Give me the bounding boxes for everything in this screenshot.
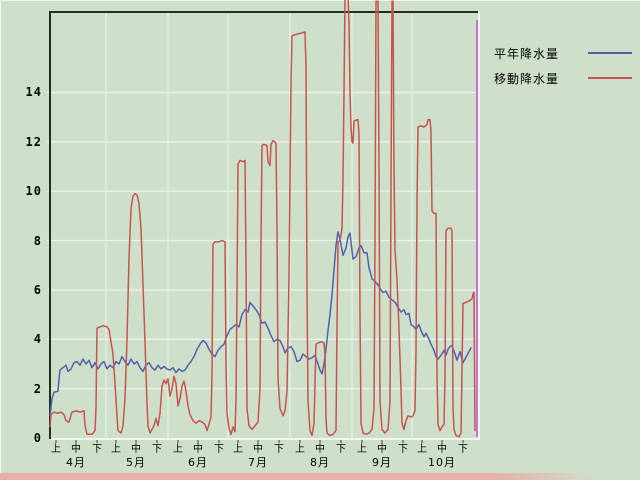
x-period-label: 中 [253,444,263,455]
x-period-label: 上 [295,444,305,455]
x-period-label: 下 [398,444,408,455]
x-period-label: 中 [131,444,141,455]
window-top-highlight [0,0,640,1]
y-tick-label: 12 [25,135,42,149]
bottom-strip [0,473,600,480]
x-period-label: 下 [92,444,102,455]
x-period-label: 下 [274,444,284,455]
legend-item-moving-precipitation: 移動降水量 [494,67,640,92]
y-tick-label: 8 [33,234,42,248]
legend-line-red [588,77,632,79]
series-line-moving [49,0,476,438]
x-month-label: 8月 [310,456,330,469]
legend-label-moving-precipitation: 移動降水量 [494,72,560,86]
x-month-label: 4月 [66,456,86,469]
y-tick-label: 2 [33,382,42,396]
x-period-label: 上 [357,444,367,455]
plot-border-dark [49,11,478,439]
window-left-highlight [0,0,1,480]
x-period-label: 中 [315,444,325,455]
x-month-label: 5月 [126,456,146,469]
x-period-label: 下 [152,444,162,455]
x-period-label: 下 [458,444,468,455]
y-tick-label: 6 [33,283,42,297]
y-tick-label: 14 [25,85,42,99]
x-period-label: 上 [111,444,121,455]
x-period-label: 中 [377,444,387,455]
x-month-label: 9月 [372,456,392,469]
plot-border-light [50,12,480,440]
y-tick-label: 10 [25,184,42,198]
legend-line-blue [588,52,632,54]
x-period-label: 上 [417,444,427,455]
x-period-label: 中 [193,444,203,455]
legend: 平年降水量 移動降水量 [494,42,640,92]
x-period-label: 下 [214,444,224,455]
x-period-label: 下 [336,444,346,455]
x-period-label: 上 [51,444,61,455]
x-period-label: 上 [173,444,183,455]
x-period-label: 中 [71,444,81,455]
x-month-label: 10月 [428,456,456,469]
series-line-normal [49,231,472,417]
legend-label-normal-precipitation: 平年降水量 [494,47,560,61]
y-tick-label: 4 [33,332,42,346]
x-period-label: 上 [233,444,243,455]
x-month-label: 6月 [188,456,208,469]
y-tick-label: 0 [33,431,42,445]
legend-item-normal-precipitation: 平年降水量 [494,42,640,67]
x-period-label: 中 [437,444,447,455]
x-month-label: 7月 [248,456,268,469]
